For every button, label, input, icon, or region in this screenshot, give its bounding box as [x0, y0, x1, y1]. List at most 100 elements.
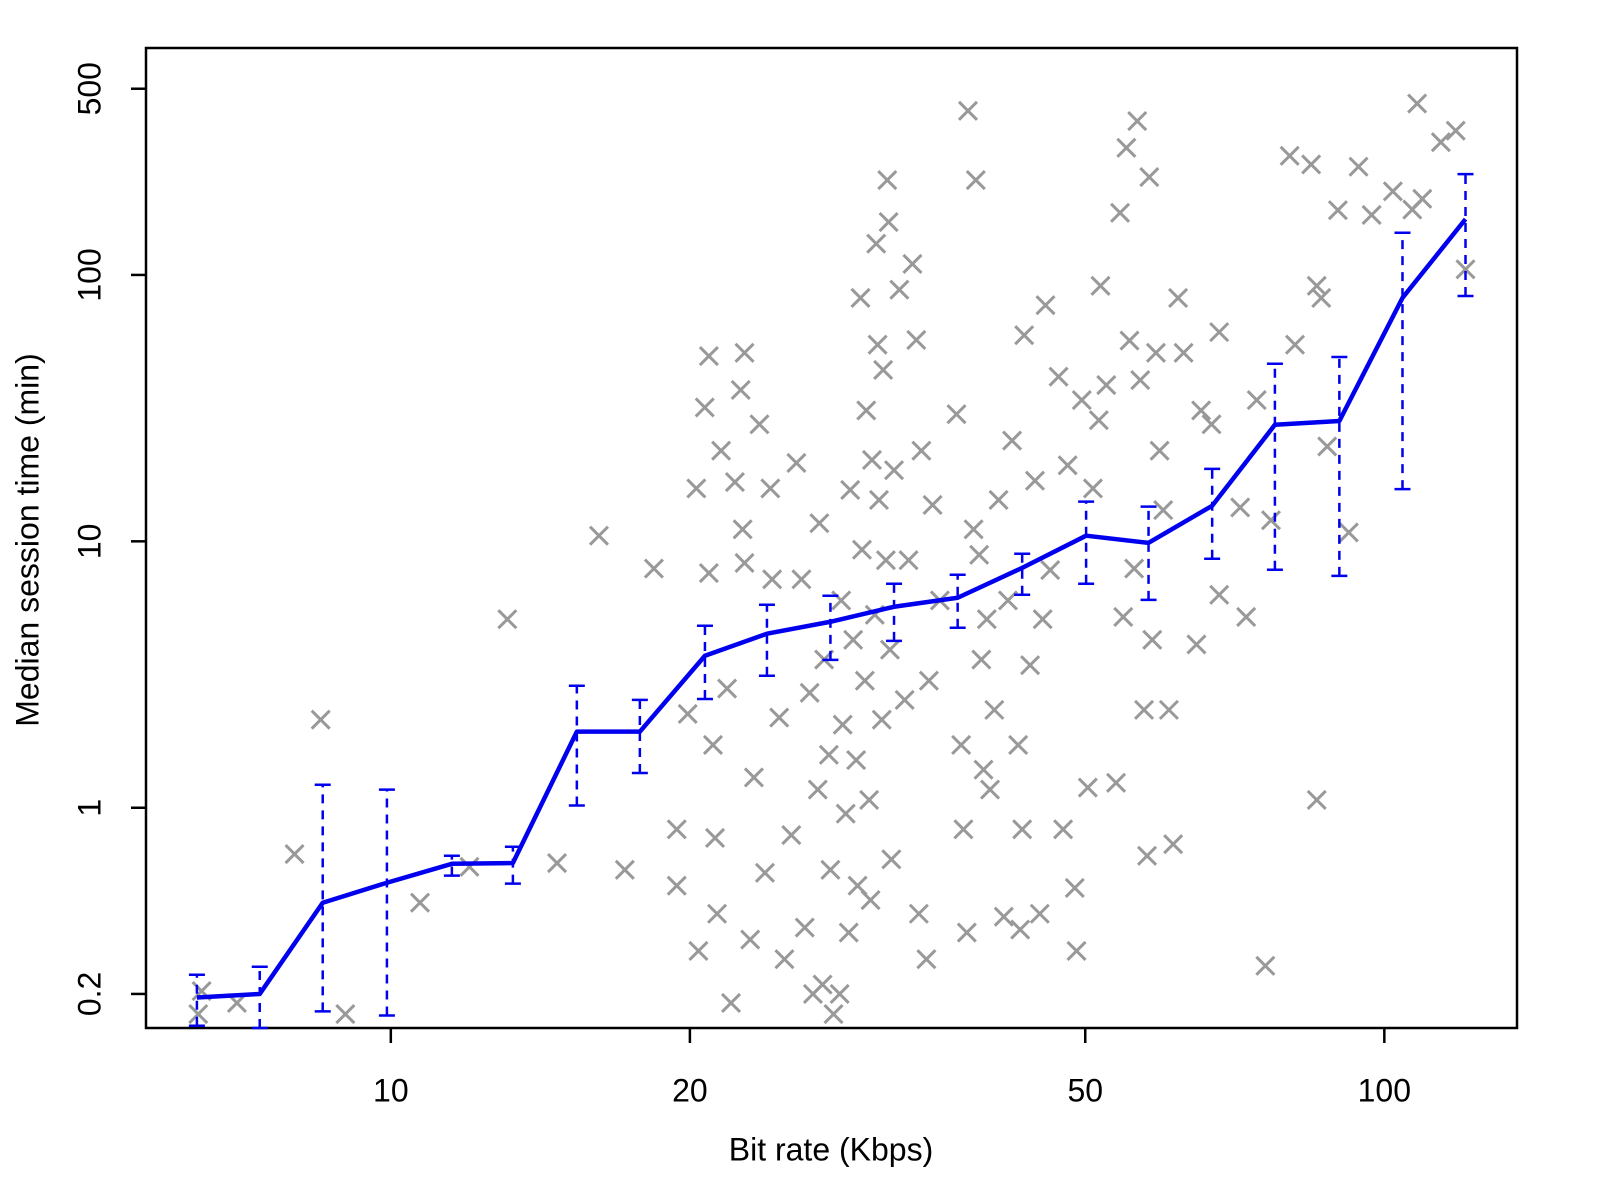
scatter-point	[1142, 629, 1163, 650]
scatter-point	[957, 100, 979, 121]
scatter-point	[1301, 154, 1322, 175]
scatter-point	[1053, 819, 1074, 840]
scatter-point	[791, 569, 812, 590]
scatter-point	[686, 478, 707, 499]
scatter-point	[976, 609, 997, 630]
scatter-point	[459, 856, 480, 877]
scatter-point	[956, 922, 977, 943]
scatter-point	[762, 569, 783, 590]
scatter-point	[1020, 655, 1041, 676]
scatter-point	[1260, 510, 1282, 531]
scatter-point	[846, 749, 867, 771]
scatter-point	[720, 992, 742, 1014]
scatter-point	[1236, 606, 1257, 628]
scatter-point	[754, 862, 776, 883]
scatter-point	[1127, 111, 1148, 132]
scatter-point	[1071, 390, 1092, 411]
scatter-point	[1246, 390, 1267, 411]
scatter-point	[743, 767, 764, 788]
scatter-point	[856, 400, 877, 421]
scatter-point	[1255, 955, 1276, 976]
scatter-point	[1024, 470, 1046, 491]
scatter-point	[979, 779, 1001, 800]
scatter-point	[711, 440, 732, 461]
scatter-point	[760, 478, 781, 499]
x-tick-label: 20	[672, 1072, 708, 1108]
scatter-point	[1361, 204, 1382, 225]
scatter-point	[1014, 325, 1035, 346]
scatter-point	[866, 233, 887, 254]
scatter-point	[829, 983, 850, 1005]
scatter-point	[906, 329, 927, 351]
scatter-point	[1088, 410, 1109, 431]
scatter-point	[1158, 699, 1179, 720]
scatter-point	[807, 779, 828, 800]
scatter-point	[838, 922, 859, 943]
scatter-point	[749, 414, 770, 435]
scatter-point	[1209, 584, 1230, 605]
scatter-point	[698, 563, 719, 584]
scatter-point	[965, 170, 986, 191]
scatter-point	[1445, 120, 1466, 141]
x-tick-label: 100	[1358, 1072, 1411, 1108]
scatter-point	[1109, 202, 1131, 223]
scatter-point	[1145, 342, 1166, 363]
scatter-point	[879, 639, 901, 660]
scatter-point	[1096, 375, 1117, 396]
scatter-point	[786, 452, 807, 473]
scatter-point	[1311, 287, 1332, 308]
median-line	[196, 217, 1468, 1000]
scatter-point	[851, 539, 873, 560]
scatter-point	[724, 471, 745, 493]
scatter-point	[781, 824, 802, 846]
scatter-point	[809, 513, 830, 534]
scatter-point	[840, 479, 861, 500]
scatter-point	[871, 709, 892, 730]
scatter-point	[873, 359, 894, 380]
scatter-point	[1209, 322, 1230, 343]
scatter-point	[1105, 772, 1127, 793]
scatter-point	[1113, 606, 1134, 628]
scatter-point	[1066, 940, 1087, 962]
scatter-point	[1057, 455, 1078, 476]
scatter-point	[614, 859, 635, 880]
scatter-point	[546, 852, 568, 874]
scatter-point	[794, 917, 815, 938]
scatter-point	[734, 342, 755, 363]
scatter-point	[911, 440, 932, 461]
scatter-point	[677, 703, 698, 724]
scatter-point	[953, 819, 974, 840]
scatter-point	[1116, 137, 1137, 158]
scatter-point	[1327, 200, 1348, 221]
y-tick-label: 0.2	[71, 972, 107, 1016]
scatter-point	[850, 287, 871, 308]
x-axis-label: Bit rate (Kbps)	[729, 1131, 934, 1167]
plot-frame	[144, 46, 1519, 1030]
scatter-point	[409, 892, 431, 913]
scatter-point	[1119, 330, 1140, 351]
x-tick-label: 50	[1067, 1072, 1103, 1108]
scatter-point	[1455, 259, 1476, 280]
scatter-point	[835, 803, 856, 824]
scatter-point	[769, 707, 790, 728]
scatter-point	[971, 649, 992, 670]
x-tick-label: 10	[373, 1072, 409, 1108]
scatter-point	[1149, 440, 1170, 461]
scatter-point	[984, 699, 1005, 720]
scatter-point	[497, 609, 518, 630]
scatter-point	[1133, 699, 1155, 720]
scatter-point	[1035, 295, 1056, 316]
scatter-point	[1032, 609, 1053, 630]
scatter-point	[799, 682, 820, 703]
scatter-point	[916, 949, 937, 970]
scatter-point	[1077, 777, 1098, 798]
scatter-point	[1130, 370, 1151, 391]
scatter-point	[1168, 287, 1189, 308]
scatter-point	[1191, 400, 1212, 421]
scatter-point	[973, 759, 994, 780]
scatter-point	[881, 849, 902, 870]
scatter-point	[898, 550, 919, 571]
scatter-point	[688, 940, 709, 962]
scatter-point	[969, 544, 990, 565]
scatter-point	[730, 379, 751, 401]
